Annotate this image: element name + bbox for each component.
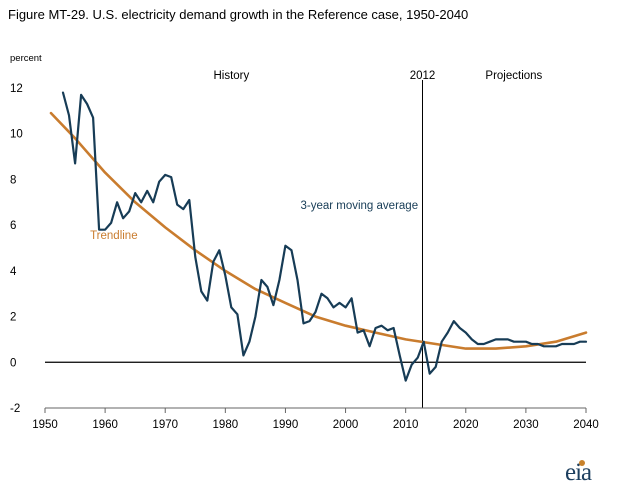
y-tick-label-12: 12 [10,83,23,95]
x-tick-label-1990: 1990 [273,419,299,431]
x-tick-label-2000: 2000 [333,419,359,431]
x-tick-label-1970: 1970 [152,419,178,431]
vertical-marker-group: 2012 [410,70,436,408]
eia-logo: eia [565,458,605,486]
trendline-label: Trendline [90,230,138,242]
y-tick-label-6: 6 [10,220,16,232]
series-group [49,91,588,382]
x-tick-label-2020: 2020 [453,419,479,431]
x-tick-label-1960: 1960 [92,419,118,431]
region-labels: History Projections [213,70,542,82]
moving-average-label: 3-year moving average [300,200,418,212]
y-axis-unit-label: percent [10,53,42,64]
x-tick-label-2010: 2010 [393,419,419,431]
eia-logo-dot [579,460,585,466]
x-tick-label-2030: 2030 [513,419,539,431]
series-labels: 3-year moving average Trendline [90,200,418,242]
chart-title: Figure MT-29. U.S. electricity demand gr… [8,7,469,22]
x-tick-label-2040: 2040 [573,419,599,431]
vertical-marker-label: 2012 [410,70,436,82]
y-tick-label-0: 0 [10,357,16,369]
eia-logo-text: eia [565,459,592,486]
y-tick-label-10: 10 [10,129,23,141]
y-tick-label--2: -2 [10,403,20,415]
moving-average-line [61,91,588,382]
x-tick-label-1980: 1980 [213,419,239,431]
x-tick-label-1950: 1950 [32,419,58,431]
trendline-line [49,111,588,350]
region-label-projections: Projections [485,70,542,82]
axes: 1950 1960 1970 1980 1990 2000 2010 2020 2030 2040… [10,83,599,431]
region-label-history: History [213,70,249,82]
y-tick-label-4: 4 [10,266,17,278]
y-tick-label-8: 8 [10,174,16,186]
y-tick-label-2: 2 [10,312,16,324]
